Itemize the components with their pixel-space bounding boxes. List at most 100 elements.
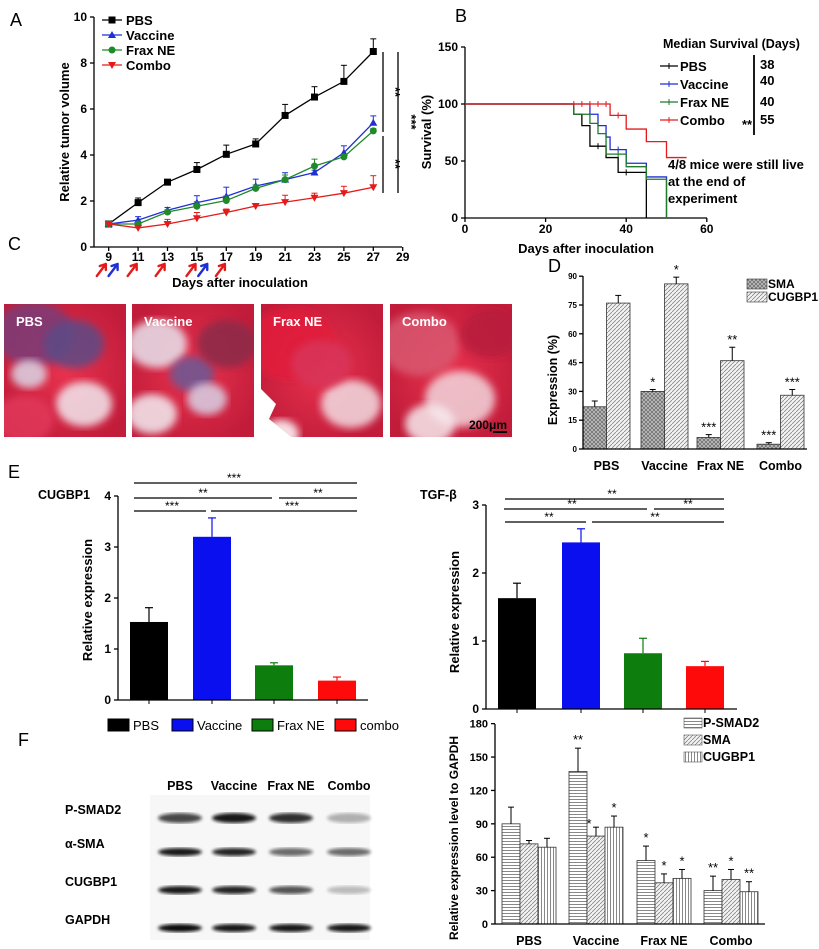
bar-cugbp1: [739, 891, 759, 925]
data-point: [311, 162, 318, 170]
blot-band: [327, 886, 371, 894]
y-tick-label: 0: [80, 240, 87, 254]
micrograph-frax-ne: Frax NE: [261, 304, 383, 437]
legend-swatch: [746, 291, 768, 303]
series-line: [108, 186, 374, 229]
legend-swatch: [251, 718, 274, 732]
legend-label: CUGBP1: [768, 290, 818, 304]
significance-label: **: [388, 159, 403, 170]
series-line: [108, 51, 374, 225]
bar-sma: [696, 437, 721, 450]
bar: [624, 653, 662, 709]
tissue-region: [197, 320, 254, 368]
data-point: [134, 199, 142, 207]
bar-sma: [654, 882, 674, 925]
significance-label: **: [650, 510, 660, 524]
blot-band: [158, 813, 202, 823]
data-point: [104, 221, 113, 228]
significance-star: *: [728, 853, 733, 868]
bar-sma: [721, 879, 741, 925]
x-tick-label: 19: [249, 250, 263, 264]
legend-label: combo: [360, 718, 399, 733]
blot-band: [158, 924, 202, 932]
bar-p-smad2: [636, 860, 656, 925]
y-tick-label: 90: [568, 272, 577, 281]
significance-label: ***: [404, 114, 419, 130]
data-point: [252, 184, 260, 192]
data-point: [369, 118, 378, 126]
blot-band: [269, 886, 313, 894]
x-tick-label: 15: [190, 250, 204, 264]
survival-curve-frax-ne: [465, 103, 668, 218]
background-gap: [261, 389, 291, 437]
micrograph-label: Combo: [402, 314, 447, 329]
data-point: [310, 194, 319, 202]
panel-label: D: [548, 256, 561, 276]
micrograph-pbs: PBS: [4, 304, 126, 437]
bar-cugbp1: [780, 394, 805, 450]
blot-band: [212, 924, 256, 932]
y-tick-label: 0: [104, 693, 111, 707]
x-tick-label: Frax NE: [697, 459, 744, 473]
data-point: [108, 16, 116, 24]
significance-star: ***: [761, 428, 776, 443]
blot-column-label: PBS: [167, 779, 193, 793]
tissue-region: [4, 395, 54, 437]
scale-bar-label: 200μm: [469, 418, 507, 432]
bar: [686, 666, 724, 709]
tissue-region: [390, 312, 460, 376]
survival-curve-vaccine: [465, 103, 668, 218]
panel-b-survival-chart: 0 50 100 150 0 20 40 60 Days after inoculation Su…: [419, 37, 804, 256]
injection-arrow-icon: [154, 262, 166, 278]
micrograph-label: Vaccine: [144, 314, 192, 329]
bar-sma: [586, 835, 606, 925]
survival-curve-pbs: [465, 103, 647, 218]
x-tick-label: Vaccine: [641, 459, 688, 473]
micrograph-image: [390, 304, 512, 437]
significance-label: ***: [285, 499, 299, 513]
blot-band: [269, 924, 313, 932]
bar: [318, 680, 356, 700]
y-tick-label: 150: [438, 40, 458, 54]
legend-swatch: [334, 718, 357, 732]
bar-p-smad2: [568, 771, 588, 925]
x-tick-label: 60: [700, 222, 714, 236]
y-tick-label: 120: [470, 785, 488, 797]
x-axis-label: Days after inoculation: [172, 275, 308, 290]
panel-e-tgf-chart: 0 1 2 3 ** ** ** ** ** TGF-β Relative expression: [420, 487, 737, 716]
legend-label: Frax NE: [126, 43, 175, 58]
panel-a-tumor-volume-chart: 0 2 4 6 8 10 9 11 13 15 17 19 21 23 25 27 29 Days after i…: [57, 10, 419, 290]
legend-label: PBS: [126, 13, 153, 28]
data-point: [222, 150, 230, 158]
series-combo: [104, 175, 378, 232]
significance-star: *: [643, 830, 648, 845]
injection-arrow-icon: [126, 262, 138, 278]
legend-swatch: [746, 278, 768, 290]
y-tick-label: 150: [470, 752, 488, 764]
blot-band: [212, 886, 256, 894]
y-tick-label: 1: [104, 642, 111, 656]
annotation-text: experiment: [668, 191, 738, 206]
y-tick-label: 100: [438, 97, 458, 111]
significance-label: **: [198, 486, 208, 500]
y-tick-label: 50: [445, 154, 459, 168]
y-tick-label: 0: [573, 445, 578, 454]
chart-title: CUGBP1: [38, 488, 90, 502]
data-point: [251, 203, 260, 211]
legend-label: Frax NE: [277, 718, 325, 733]
injection-arrow-icon: [95, 262, 108, 278]
x-tick-label: 11: [132, 250, 145, 264]
x-tick-label: 27: [367, 250, 381, 264]
blot-band: [269, 848, 313, 856]
significance-star: *: [679, 853, 684, 868]
legend-swatch: [107, 718, 130, 732]
y-tick-label: 0: [451, 211, 458, 225]
data-point: [193, 165, 201, 173]
tissue-region: [170, 356, 214, 392]
y-tick-label: 4: [104, 489, 111, 503]
bar-sma: [519, 843, 539, 925]
blot-row-label: P-SMAD2: [65, 803, 121, 817]
y-tick-label: 0: [472, 702, 479, 716]
